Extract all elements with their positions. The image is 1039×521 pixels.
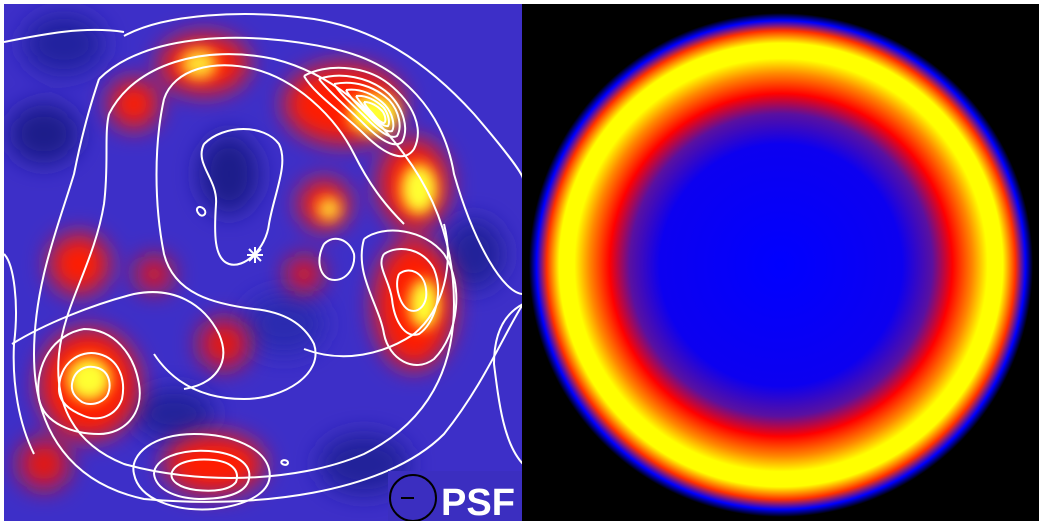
- emission-map: PSF: [4, 4, 523, 521]
- psf-inset-background: [388, 471, 523, 521]
- dark-patches: [9, 14, 504, 494]
- source-marker-icon: [247, 247, 263, 263]
- psf-label: PSF: [441, 482, 515, 521]
- contour-lines: [4, 13, 523, 511]
- emission-map-panel: PSF: [4, 4, 523, 521]
- psf-inset: PSF: [388, 471, 523, 521]
- psf-circle-icon: [389, 474, 437, 521]
- model-ring: [522, 4, 1039, 521]
- model-ring-panel: [522, 4, 1039, 521]
- ring-disk: [529, 13, 1033, 517]
